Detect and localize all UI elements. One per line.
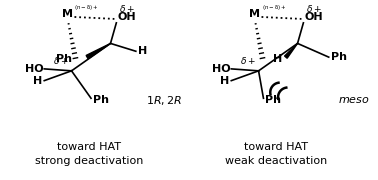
- Text: OH: OH: [304, 12, 323, 22]
- Text: H: H: [33, 76, 42, 86]
- Text: H: H: [273, 54, 282, 64]
- Text: toward HAT: toward HAT: [244, 142, 308, 152]
- Text: H: H: [138, 46, 147, 56]
- Text: OH: OH: [117, 12, 136, 22]
- Text: $\mathit{meso}$: $\mathit{meso}$: [338, 95, 370, 105]
- Text: toward HAT: toward HAT: [57, 142, 121, 152]
- Text: $\mathsf{^{(n-\delta)+}}$: $\mathsf{^{(n-\delta)+}}$: [262, 5, 286, 14]
- Text: $\delta+$: $\delta+$: [240, 55, 256, 66]
- Text: $\mathit{1R,2R}$: $\mathit{1R,2R}$: [146, 94, 182, 107]
- Text: weak deactivation: weak deactivation: [225, 156, 327, 166]
- Text: $\mathsf{^{(n-\delta)+}}$: $\mathsf{^{(n-\delta)+}}$: [74, 5, 99, 14]
- Text: Ph: Ph: [93, 95, 109, 105]
- Text: H: H: [220, 76, 229, 86]
- Text: Ph: Ph: [265, 95, 281, 105]
- Text: Ph: Ph: [56, 54, 71, 64]
- Text: $\delta+$: $\delta+$: [119, 3, 135, 14]
- Polygon shape: [86, 43, 110, 59]
- Text: HO: HO: [212, 64, 230, 74]
- Polygon shape: [285, 43, 297, 58]
- Text: $\delta+$: $\delta+$: [306, 3, 322, 14]
- Text: strong deactivation: strong deactivation: [35, 156, 143, 166]
- Text: $\delta+$: $\delta+$: [53, 55, 69, 66]
- Text: M: M: [249, 9, 260, 19]
- Text: HO: HO: [25, 64, 43, 74]
- Text: Ph: Ph: [331, 52, 347, 62]
- Text: M: M: [62, 9, 73, 19]
